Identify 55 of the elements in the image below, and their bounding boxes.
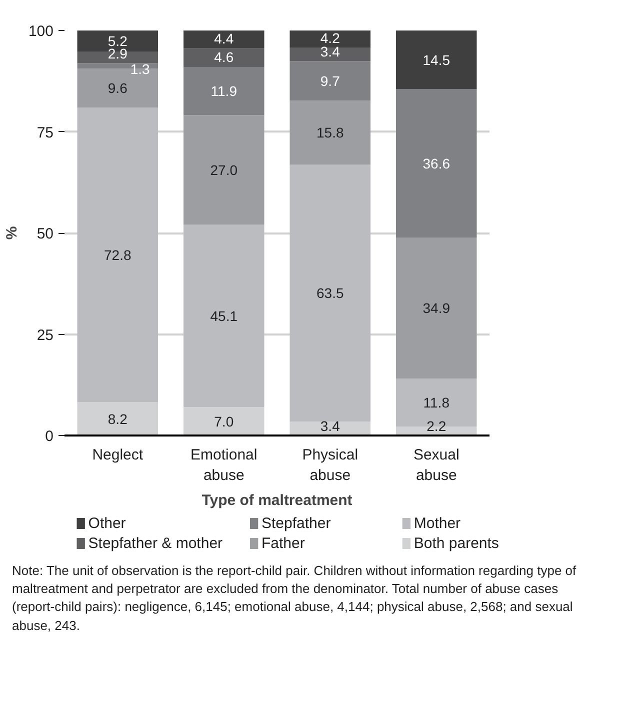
bar [184,407,264,436]
bar [184,66,264,116]
bar [290,61,370,101]
data-label: 4.6 [214,49,234,66]
legend-label: Other [88,515,126,532]
data-label: 72.8 [104,246,132,263]
data-label: 3.4 [320,418,340,434]
y-axis-title: % [3,226,20,240]
data-label: 9.6 [108,80,128,96]
data-label: 4.4 [214,30,234,47]
x-tick-label: Sexual abuse [413,446,460,484]
bar [184,48,264,67]
y-tick-label: 25 [36,326,54,344]
bar [290,164,370,422]
y-tick-label: 100 [28,23,54,40]
data-label: 34.9 [422,300,450,316]
legend-label: Stepfather [261,515,331,532]
data-label: 14.5 [422,52,450,68]
data-label: 9.7 [320,72,340,89]
x-tick-label: Emotional abuse [190,446,258,484]
bar [396,30,477,90]
text: Note: The unit of observation is the report-child pair. Children without information regarding type of maltreatment and perpetrator are excluded from the denominator. Total number of abuse cases (report-child pairs): negligence, 6,145; emotional abuse, 4,144; physical abuse, 2,568; and sexual abuse, 243. [12,562,578,635]
x-tick-label: Physical abuse [302,446,358,484]
data-label: 63.5 [316,285,344,302]
y-tick-label: 0 [45,428,54,445]
legend-label: Father [261,535,305,552]
bar [77,402,158,436]
legend-label: Stepfather & mother [88,535,223,552]
bar [77,107,158,402]
data-label: 11.9 [210,83,238,100]
data-label: 45.1 [210,308,238,324]
bar [396,89,477,238]
bar [290,48,370,62]
data-label: 2.2 [426,418,446,434]
data-label: 1.3 [130,61,150,78]
bar [290,30,370,48]
y-tick-label: 50 [36,226,54,242]
bar [184,30,264,48]
data-label: 4.2 [320,30,340,46]
data-label: 11.8 [423,394,450,411]
data-label: 15.8 [316,124,344,141]
y-tick-label: 75 [36,124,54,142]
data-label: 36.6 [422,155,450,172]
bar [184,224,264,408]
data-label: 3.4 [320,44,340,60]
legend-label: Mother [414,515,461,532]
legend-label: Both parents [414,535,499,552]
data-label: 7.0 [214,413,234,430]
data-label: 8.2 [108,410,128,427]
x-tick-label: Neglect [92,446,144,464]
bar [396,237,477,379]
x-axis-title: Type of maltreatment [202,492,352,509]
bar [184,115,264,224]
bar [290,100,370,165]
data-label: 27.0 [210,162,238,178]
